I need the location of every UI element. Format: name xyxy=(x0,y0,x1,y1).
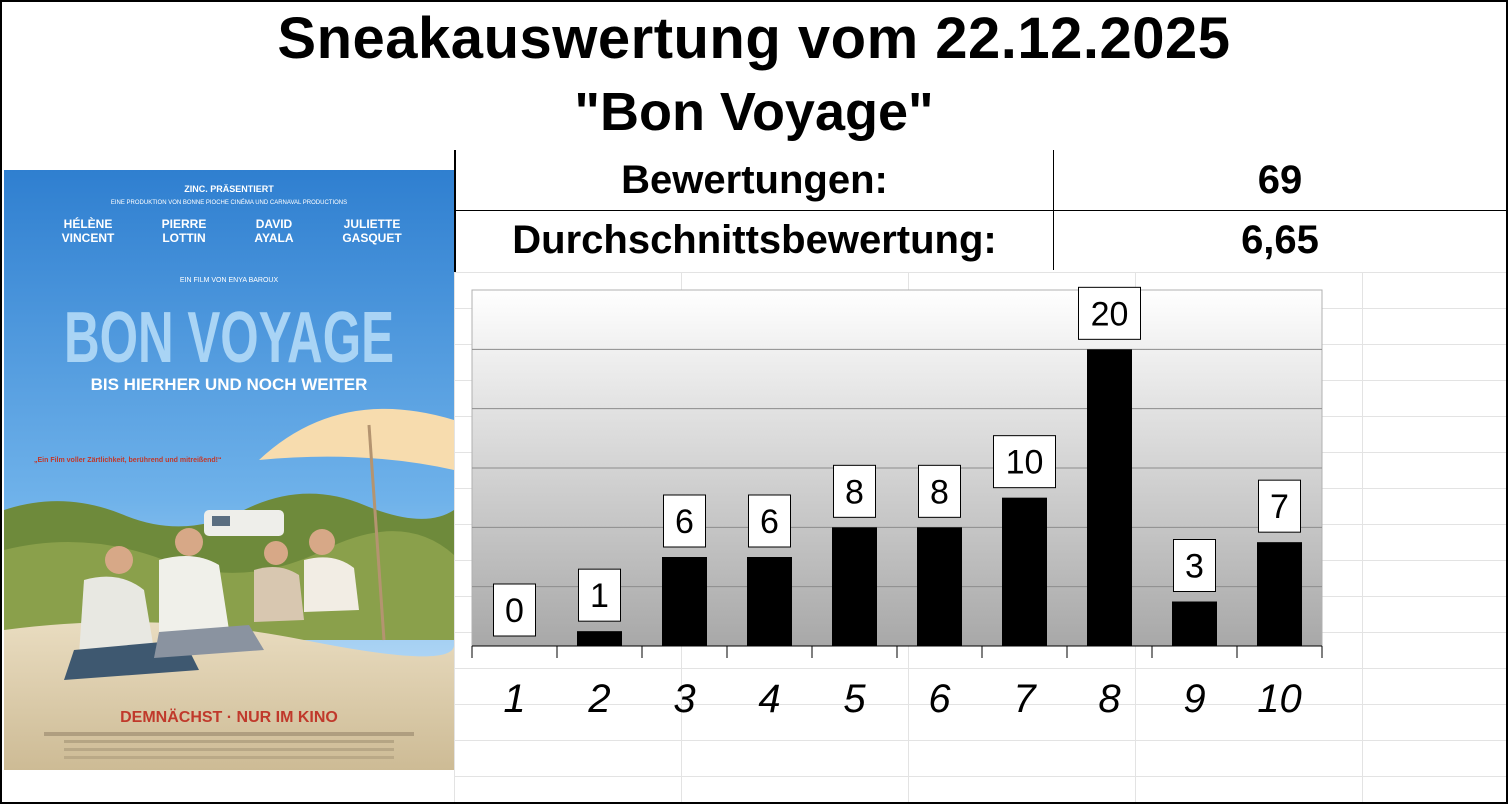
data-label: 20 xyxy=(1091,295,1129,333)
x-tick-label: 7 xyxy=(1013,677,1037,721)
poster-cast-2: PIERRE xyxy=(162,217,207,231)
poster-tagline: BIS HIERHER UND NOCH WEITER xyxy=(91,375,368,394)
data-label: 6 xyxy=(760,503,779,541)
poster-cast-4b: GASQUET xyxy=(342,231,402,245)
x-tick-label: 3 xyxy=(673,677,695,721)
data-label: 0 xyxy=(505,592,524,630)
bar xyxy=(917,527,962,646)
data-label-box xyxy=(1078,286,1141,340)
x-tick-label: 1 xyxy=(503,677,525,721)
x-tick-labels: 1 2 3 4 5 6 7 8 9 10 xyxy=(503,677,1301,721)
data-label-box xyxy=(493,583,536,637)
data-label: 7 xyxy=(1270,488,1289,526)
poster-release: DEMNÄCHST · NUR IM KINO xyxy=(120,708,338,726)
data-label-box xyxy=(918,464,961,518)
title-text: Sneakauswertung vom 22.12.2025 xyxy=(277,5,1231,71)
bar xyxy=(662,557,707,646)
stats-table: Bewertungen: 69 Durchschnittsbewertung: … xyxy=(454,150,1508,274)
movie-title-text: "Bon Voyage" xyxy=(574,82,934,142)
data-label: 8 xyxy=(930,473,949,511)
bar xyxy=(1172,601,1217,646)
data-label: 10 xyxy=(1006,444,1044,482)
poster-director: EIN FILM VON ENYA BAROUX xyxy=(180,277,279,284)
bar xyxy=(1002,497,1047,646)
bar xyxy=(832,527,877,646)
poster-cast-3b: AYALA xyxy=(254,231,293,245)
bars xyxy=(577,349,1302,646)
data-label: 8 xyxy=(845,473,864,511)
data-label-box xyxy=(748,494,791,548)
stats-row-ratings: Bewertungen: 69 xyxy=(456,150,1506,211)
poster-quote: „Ein Film voller Zärtlichkeit, berührend… xyxy=(34,457,221,464)
data-label-box xyxy=(1173,539,1216,592)
movie-title: "Bon Voyage" xyxy=(0,74,1508,152)
poster-cast-1: HÉLÈNE xyxy=(64,216,113,231)
data-label: 6 xyxy=(675,503,694,541)
movie-poster: ZINC. PRÄSENTIERT EINE PRODUKTION VON BO… xyxy=(4,170,454,770)
data-label: 3 xyxy=(1185,548,1204,586)
data-labels: 0 1 6 6 8 8 10 20 3 7 xyxy=(493,286,1301,637)
poster-cell: ZINC. PRÄSENTIERT EINE PRODUKTION VON BO… xyxy=(0,150,456,804)
chart-cell: 0 1 6 6 8 8 10 20 3 7 1 2 3 4 5 6 7 8 9 10 xyxy=(454,272,1508,804)
stats-row-average: Durchschnittsbewertung: 6,65 xyxy=(456,210,1506,270)
data-label-box xyxy=(1258,479,1301,533)
average-label: Durchschnittsbewertung: xyxy=(456,210,1054,270)
poster-cast-2b: LOTTIN xyxy=(162,231,205,245)
data-label: 1 xyxy=(590,577,609,615)
poster-cast-4: JULIETTE xyxy=(344,217,401,231)
bar xyxy=(747,557,792,646)
bar xyxy=(577,631,622,646)
data-label-box xyxy=(663,494,706,548)
data-label-box xyxy=(578,568,621,622)
ratings-value: 69 xyxy=(1257,157,1303,202)
x-tick-label: 9 xyxy=(1183,677,1205,721)
poster-film-title: BON VOYAGE xyxy=(64,298,394,378)
x-tick-label: 8 xyxy=(1098,677,1121,721)
rating-distribution-chart: 0 1 6 6 8 8 10 20 3 7 1 2 3 4 5 6 7 8 9 10 xyxy=(471,286,1323,721)
page-title: Sneakauswertung vom 22.12.2025 xyxy=(0,0,1508,76)
poster-production: EINE PRODUKTION VON BONNE PIOCHE CINÉMA … xyxy=(111,199,347,206)
x-tick-label: 6 xyxy=(928,677,951,721)
poster-cast-1b: VINCENT xyxy=(62,231,115,245)
ratings-label: Bewertungen: xyxy=(456,150,1054,210)
x-tick-label: 4 xyxy=(758,677,780,721)
poster-cast-3: DAVID xyxy=(256,217,293,231)
bar xyxy=(1087,349,1132,646)
poster-presenter: ZINC. PRÄSENTIERT xyxy=(184,184,274,194)
x-tick-label: 2 xyxy=(587,677,610,721)
x-axis xyxy=(471,645,1323,658)
x-tick-label: 5 xyxy=(843,677,866,721)
average-value: 6,65 xyxy=(1241,217,1319,262)
data-label-box xyxy=(993,435,1056,489)
x-tick-label: 10 xyxy=(1257,677,1302,721)
data-label-box xyxy=(833,464,876,518)
bar xyxy=(1257,542,1302,646)
